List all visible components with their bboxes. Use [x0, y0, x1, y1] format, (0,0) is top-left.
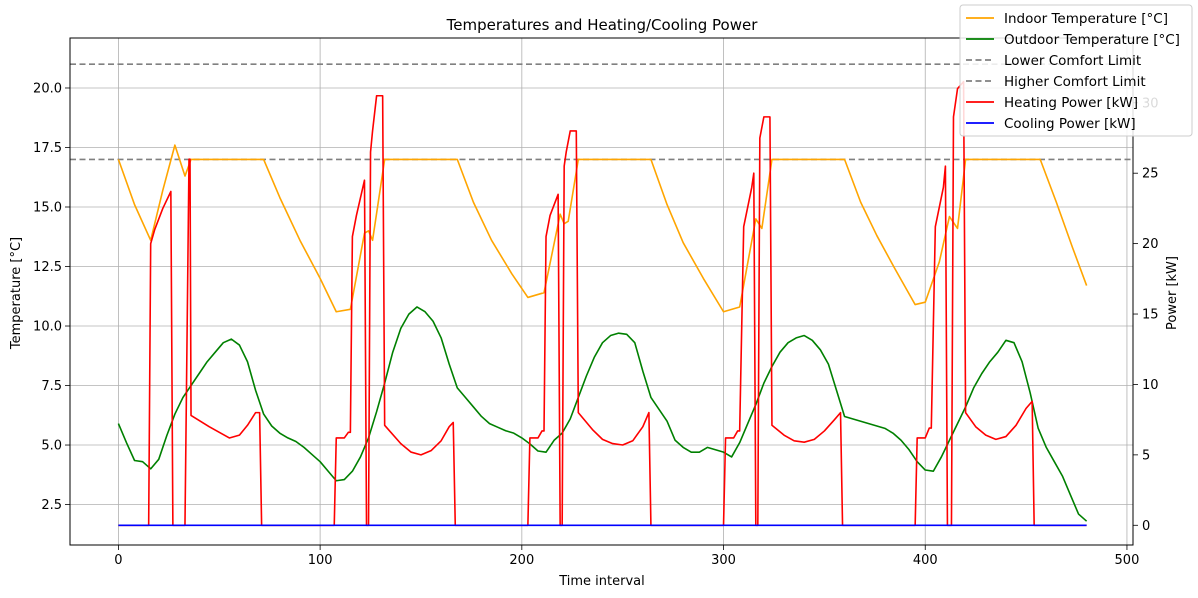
legend-label-outdoor-temperature-c: Outdoor Temperature [°C] — [1004, 32, 1180, 48]
y-left-tick-label: 20.0 — [33, 81, 62, 96]
y-right-tick-label: 25 — [1142, 167, 1159, 182]
y-right-tick-label: 10 — [1142, 378, 1159, 393]
x-tick-label: 500 — [1115, 553, 1140, 568]
y-left-tick-label: 12.5 — [33, 260, 62, 275]
y-axis-left-label: Temperature [°C] — [9, 237, 24, 350]
y-left-tick-label: 7.5 — [41, 379, 62, 394]
y-left-tick-label: 2.5 — [41, 498, 62, 513]
x-tick-label: 300 — [711, 553, 736, 568]
y-right-tick-label: 5 — [1142, 448, 1150, 463]
series-outdoor-temperature-c — [117, 306, 1088, 522]
series-indoor-temperature-c — [117, 144, 1088, 313]
y-axis-right-label: Power [kW] — [1165, 256, 1180, 330]
y-left-tick-label: 17.5 — [33, 141, 62, 156]
plot-frame — [69, 37, 1134, 546]
series-heating-power-kw — [118, 80, 1087, 527]
legend-label-cooling-power-kw: Cooling Power [kW] — [1004, 116, 1136, 132]
y-left-tick-label: 15.0 — [33, 201, 62, 216]
legend-box — [959, 4, 1193, 137]
grid — [70, 38, 1133, 545]
x-tick-label: 400 — [913, 553, 938, 568]
x-axis-label: Time interval — [558, 574, 645, 589]
x-axis: 0 100 200 300 400 500 — [114, 545, 1139, 568]
legend-label-indoor-temperature-c: Indoor Temperature [°C] — [1004, 11, 1168, 27]
y-left-tick-label: 5.0 — [41, 439, 62, 454]
chart-title: Temperatures and Heating/Cooling Power — [446, 16, 759, 34]
x-tick-label: 100 — [308, 553, 333, 568]
x-tick-label: 200 — [509, 553, 534, 568]
y-axis-left: 2.5 5.0 7.5 10.0 12.5 15.0 17.5 20.0 — [33, 81, 70, 513]
y-left-tick-label: 10.0 — [33, 320, 62, 335]
legend-label-lower-comfort-limit: Lower Comfort Limit — [1004, 53, 1141, 69]
series-layer — [70, 63, 1133, 527]
x-tick-label: 0 — [114, 553, 122, 568]
y-right-tick-label: 15 — [1142, 308, 1159, 323]
y-right-tick-label: 20 — [1142, 237, 1159, 252]
y-right-tick-label: 0 — [1142, 519, 1150, 534]
legend-label-heating-power-kw: Heating Power [kW] — [1004, 95, 1138, 111]
legend-label-higher-comfort-limit: Higher Comfort Limit — [1004, 74, 1146, 90]
legend: Indoor Temperature [°C] Outdoor Temperatu… — [959, 4, 1193, 137]
